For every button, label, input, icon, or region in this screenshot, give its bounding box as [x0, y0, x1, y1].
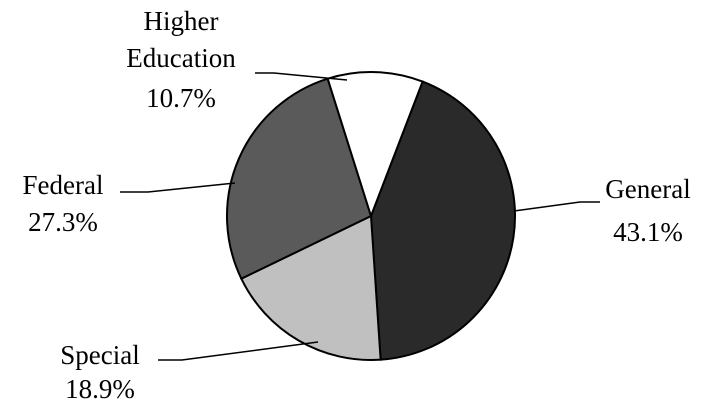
- slice-value-general: 43.1%: [613, 217, 683, 247]
- leader-line-higher-education: [255, 72, 348, 81]
- slice-value-higher-education: 10.7%: [146, 83, 216, 113]
- pie-slice-special: [240, 214, 382, 362]
- slice-value-federal: 27.3%: [28, 207, 98, 237]
- slice-value-special: 18.9%: [65, 374, 135, 404]
- slice-label-federal: Federal: [23, 170, 104, 200]
- slice-label-general: General: [605, 174, 690, 204]
- slice-label-special: Special: [60, 340, 139, 370]
- leader-line-federal: [120, 182, 236, 193]
- slice-label-higher-education-line-2: Education: [126, 43, 236, 73]
- pie-slice-general: [369, 80, 516, 361]
- leader-line-special: [158, 341, 319, 361]
- leader-line-general: [513, 201, 600, 212]
- pie-slice-federal: [226, 77, 373, 281]
- slice-label-higher-education-line-1: Higher: [144, 6, 219, 36]
